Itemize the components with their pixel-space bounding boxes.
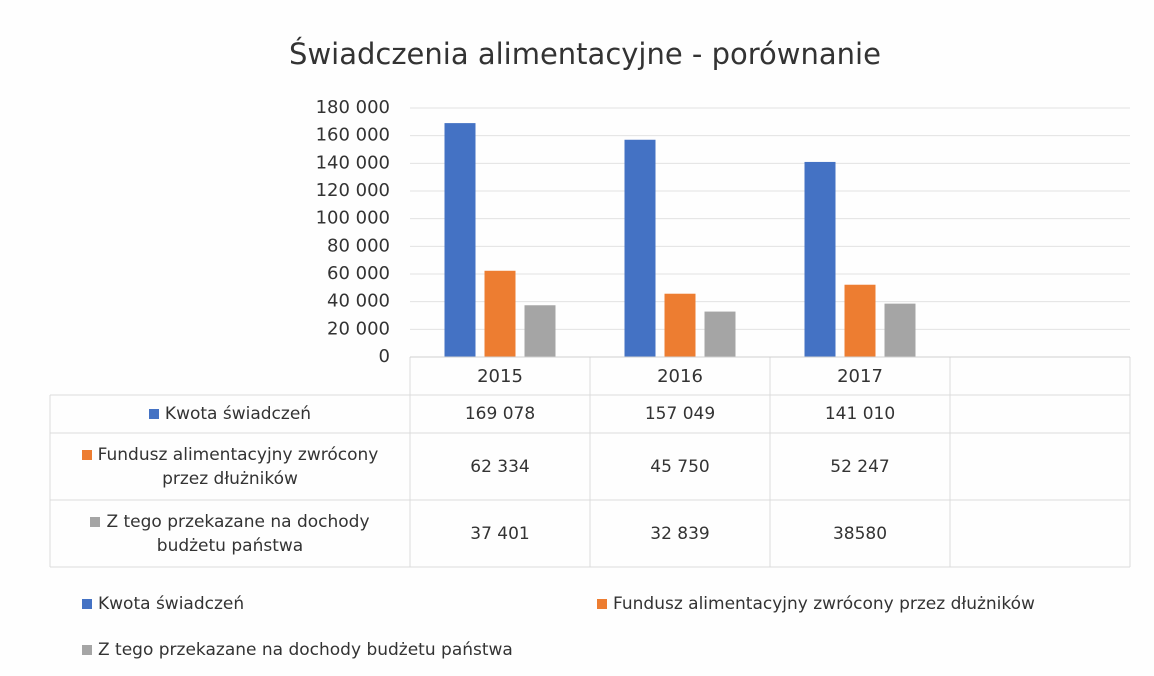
row-label: Fundusz alimentacyjny zwrócony przez dłu…: [97, 444, 379, 489]
legend-key: [82, 599, 92, 609]
row-label-text: Z tego przekazane na dochody budżetu pań…: [58, 510, 402, 558]
legend-label: Fundusz alimentacyjny zwrócony przez dłu…: [613, 594, 1035, 614]
y-tick-label: 0: [379, 346, 390, 367]
table-value: 45 750: [650, 456, 710, 477]
table-value: 52 247: [830, 456, 890, 477]
bar: [704, 311, 736, 357]
bar: [844, 284, 876, 357]
x-tick-label: 2016: [657, 366, 703, 387]
chart-title: Świadczenia alimentacyjne - porównanie: [289, 37, 881, 71]
table-legend-key: [81, 449, 92, 460]
bar: [624, 139, 656, 357]
row-label-text: Kwota świadczeń: [148, 402, 312, 426]
legend-label: Z tego przekazane na dochody budżetu pań…: [98, 640, 513, 660]
bar: [804, 161, 836, 357]
legend-key: [597, 599, 607, 609]
table-value: 37 401: [470, 523, 530, 544]
y-tick-label: 60 000: [327, 263, 390, 284]
table-value: 62 334: [470, 456, 530, 477]
x-tick-label: 2017: [837, 366, 883, 387]
y-tick-label: 100 000: [316, 208, 390, 229]
y-tick-label: 180 000: [316, 97, 390, 118]
table-row-label: Fundusz alimentacyjny zwrócony przez dłu…: [50, 433, 410, 500]
x-tick-label: 2015: [477, 366, 523, 387]
row-label-text: Fundusz alimentacyjny zwrócony przez dłu…: [58, 443, 402, 491]
table-legend-key: [148, 409, 159, 419]
bar: [664, 293, 696, 357]
row-label: Z tego przekazane na dochody budżetu pań…: [106, 511, 370, 556]
table-value: 169 078: [464, 404, 536, 424]
table-value: 157 049: [644, 404, 716, 424]
legend-item: Fundusz alimentacyjny zwrócony przez dłu…: [597, 592, 1035, 616]
legend-label: Kwota świadczeń: [98, 594, 245, 614]
y-tick-label: 80 000: [327, 235, 390, 256]
table-row-label: Z tego przekazane na dochody budżetu pań…: [50, 500, 410, 567]
table-row-label: Kwota świadczeń: [50, 395, 410, 433]
legend-item: Z tego przekazane na dochody budżetu pań…: [82, 638, 513, 662]
y-tick-label: 40 000: [327, 291, 390, 312]
bar: [444, 123, 476, 357]
row-label: Kwota świadczeń: [164, 404, 312, 424]
y-tick-label: 120 000: [316, 180, 390, 201]
y-tick-label: 140 000: [316, 152, 390, 173]
bar: [884, 303, 916, 357]
table-value: 32 839: [650, 523, 710, 544]
legend-item: Kwota świadczeń: [82, 592, 244, 616]
legend-key: [82, 645, 92, 655]
bar: [524, 305, 556, 357]
bar: [484, 270, 516, 357]
table-legend-key: [90, 516, 101, 527]
y-tick-label: 20 000: [327, 318, 390, 339]
table-value: 141 010: [824, 404, 896, 424]
y-tick-label: 160 000: [316, 125, 390, 146]
table-value: 38580: [832, 523, 888, 544]
